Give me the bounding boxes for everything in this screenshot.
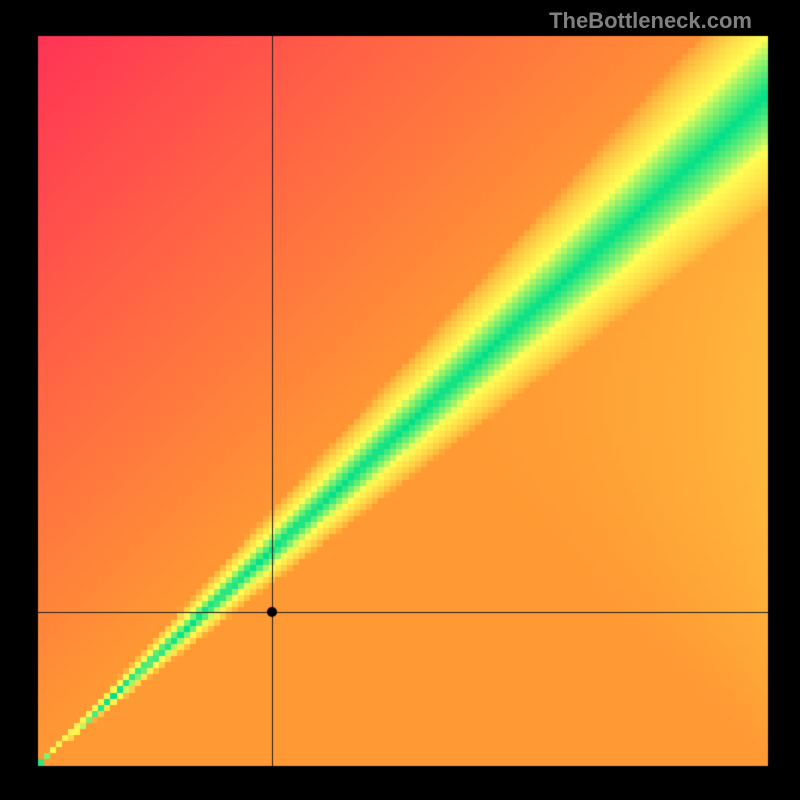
chart-container: TheBottleneck.com [0, 0, 800, 800]
watermark-text: TheBottleneck.com [549, 8, 752, 34]
bottleneck-heatmap [0, 0, 800, 800]
